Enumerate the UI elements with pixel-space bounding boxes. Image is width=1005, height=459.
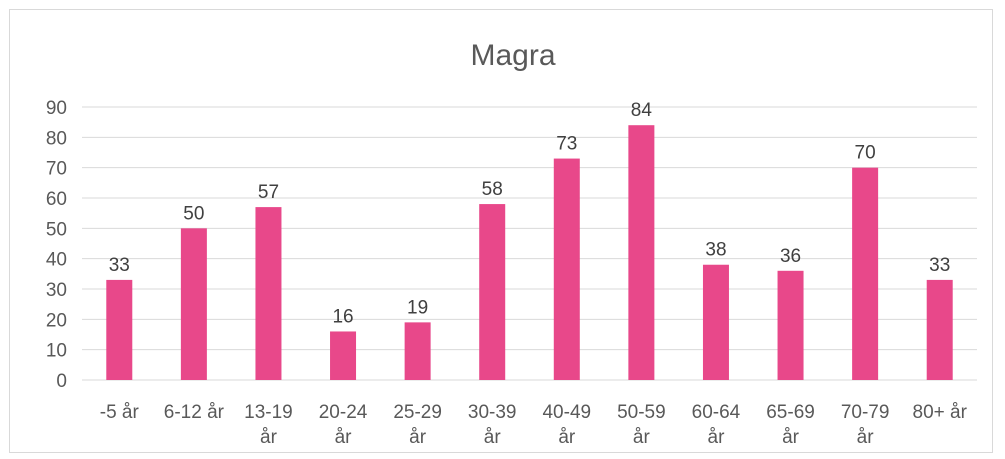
chart-title: Magra: [470, 39, 555, 72]
bar: [777, 270, 804, 380]
data-label: 50: [183, 203, 204, 224]
data-label: 73: [556, 134, 577, 155]
data-label: 33: [109, 255, 130, 276]
y-tick-label: 60: [46, 189, 67, 210]
x-tick-label: 70-79 år: [841, 402, 890, 448]
data-label: 19: [407, 297, 428, 318]
x-axis-ticks: -5 år 6-12 år 13-19 år 20-24 år 25-29 år 30-39 år…: [100, 402, 968, 448]
data-label: 33: [929, 255, 950, 276]
y-tick-label: 30: [46, 280, 67, 301]
bar: [628, 125, 655, 380]
bar: [479, 204, 506, 380]
y-tick-label: 0: [56, 371, 67, 392]
y-tick-label: 10: [46, 341, 67, 362]
data-labels: 33 50 57 16 19 58 73 84 38 36 70 33: [109, 100, 951, 327]
x-tick-label: 50-59 år: [617, 402, 666, 448]
data-label: 58: [482, 179, 503, 200]
x-tick-label: 13-19 år: [244, 402, 293, 448]
y-tick-label: 40: [46, 250, 67, 271]
data-label: 38: [705, 240, 726, 261]
y-tick-label: 90: [46, 98, 67, 119]
bar: [404, 322, 431, 380]
data-label: 70: [855, 143, 876, 164]
bar: [106, 279, 133, 380]
x-tick-label: 40-49 år: [542, 402, 591, 448]
y-tick-label: 80: [46, 128, 67, 149]
y-axis-ticks: 0 10 20 30 40 50 60 70 80 90: [46, 98, 67, 392]
data-label: 16: [332, 306, 353, 327]
bar: [702, 264, 729, 380]
y-tick-label: 20: [46, 310, 67, 331]
x-tick-label: 25-29 år: [393, 402, 442, 448]
x-tick-label: -5 år: [100, 402, 140, 423]
bars: [106, 125, 953, 380]
bar: [255, 207, 282, 380]
y-tick-label: 70: [46, 159, 67, 180]
bar: [852, 167, 879, 380]
data-label: 57: [258, 182, 279, 203]
x-tick-label: 6-12 år: [164, 402, 225, 423]
x-tick-label: 60-64 år: [692, 402, 741, 448]
bar: [553, 158, 580, 380]
bar: [926, 279, 953, 380]
x-tick-label: 30-39 år: [468, 402, 517, 448]
gridlines: [82, 106, 977, 381]
data-label: 36: [780, 246, 801, 267]
y-tick-label: 50: [46, 219, 67, 240]
bar: [180, 228, 207, 380]
bar: [330, 331, 357, 380]
x-tick-label: 80+ år: [913, 402, 968, 423]
x-tick-label: 20-24 år: [319, 402, 368, 448]
data-label: 84: [631, 100, 653, 121]
x-tick-label: 65-69 år: [766, 402, 815, 448]
